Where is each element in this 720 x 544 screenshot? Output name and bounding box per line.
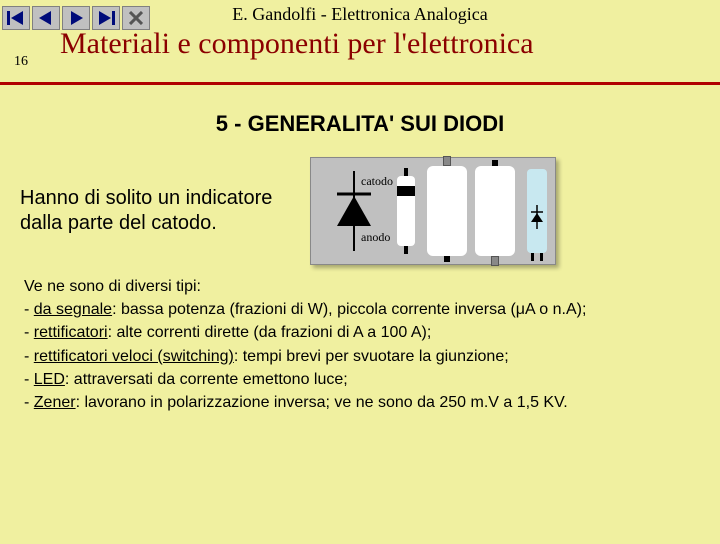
diode-package-stud-bottom [475, 166, 515, 256]
diode-symbol: catodo anodo [319, 166, 389, 256]
header-title: Materiali e componenti per l'elettronica [60, 27, 720, 61]
type-desc: : attraversati da corrente emettono luce… [65, 371, 348, 388]
last-button[interactable] [92, 6, 120, 30]
header-divider [0, 82, 720, 85]
section-title: 5 - GENERALITA' SUI DIODI [0, 111, 720, 137]
first-icon [7, 11, 25, 25]
next-icon [69, 11, 83, 25]
list-item: - rettificatori veloci (switching): temp… [24, 345, 696, 368]
types-list: Ve ne sono di diversi tipi: - da segnale… [0, 265, 720, 414]
type-desc: : alte correnti dirette (da frazioni di … [108, 324, 432, 341]
diode-package-small [397, 176, 415, 246]
first-button[interactable] [2, 6, 30, 30]
type-name: rettificatori [34, 324, 108, 341]
close-icon [129, 11, 143, 25]
diode-diagram: catodo anodo [310, 157, 556, 265]
prev-button[interactable] [32, 6, 60, 30]
content-row: Hanno di solito un indicatore dalla part… [0, 157, 720, 265]
type-desc: : tempi brevi per svuotare la giunzione; [234, 348, 509, 365]
list-item: - da segnale: bassa potenza (frazioni di… [24, 298, 696, 321]
last-icon [97, 11, 115, 25]
list-item: - rettificatori: alte correnti dirette (… [24, 321, 696, 344]
intro-text: Hanno di solito un indicatore dalla part… [20, 186, 300, 236]
type-name: rettificatori veloci (switching) [34, 348, 234, 365]
prev-icon [39, 11, 53, 25]
type-desc: : bassa potenza (frazioni di W), piccola… [112, 301, 586, 318]
type-name: LED [34, 371, 65, 388]
page-number: 16 [14, 54, 28, 70]
list-intro: Ve ne sono di diversi tipi: [24, 275, 696, 298]
type-name: da segnale [34, 301, 112, 318]
led-package [527, 169, 547, 253]
next-button[interactable] [62, 6, 90, 30]
catodo-label: catodo [361, 174, 393, 189]
list-item: - Zener: lavorano in polarizzazione inve… [24, 391, 696, 414]
anodo-label: anodo [361, 230, 390, 245]
type-name: Zener [34, 394, 76, 411]
diode-package-stud-top [427, 166, 467, 256]
list-item: - LED: attraversati da corrente emettono… [24, 368, 696, 391]
type-desc: : lavorano in polarizzazione inversa; ve… [76, 394, 568, 411]
navigation-toolbar [0, 4, 152, 32]
close-button[interactable] [122, 6, 150, 30]
